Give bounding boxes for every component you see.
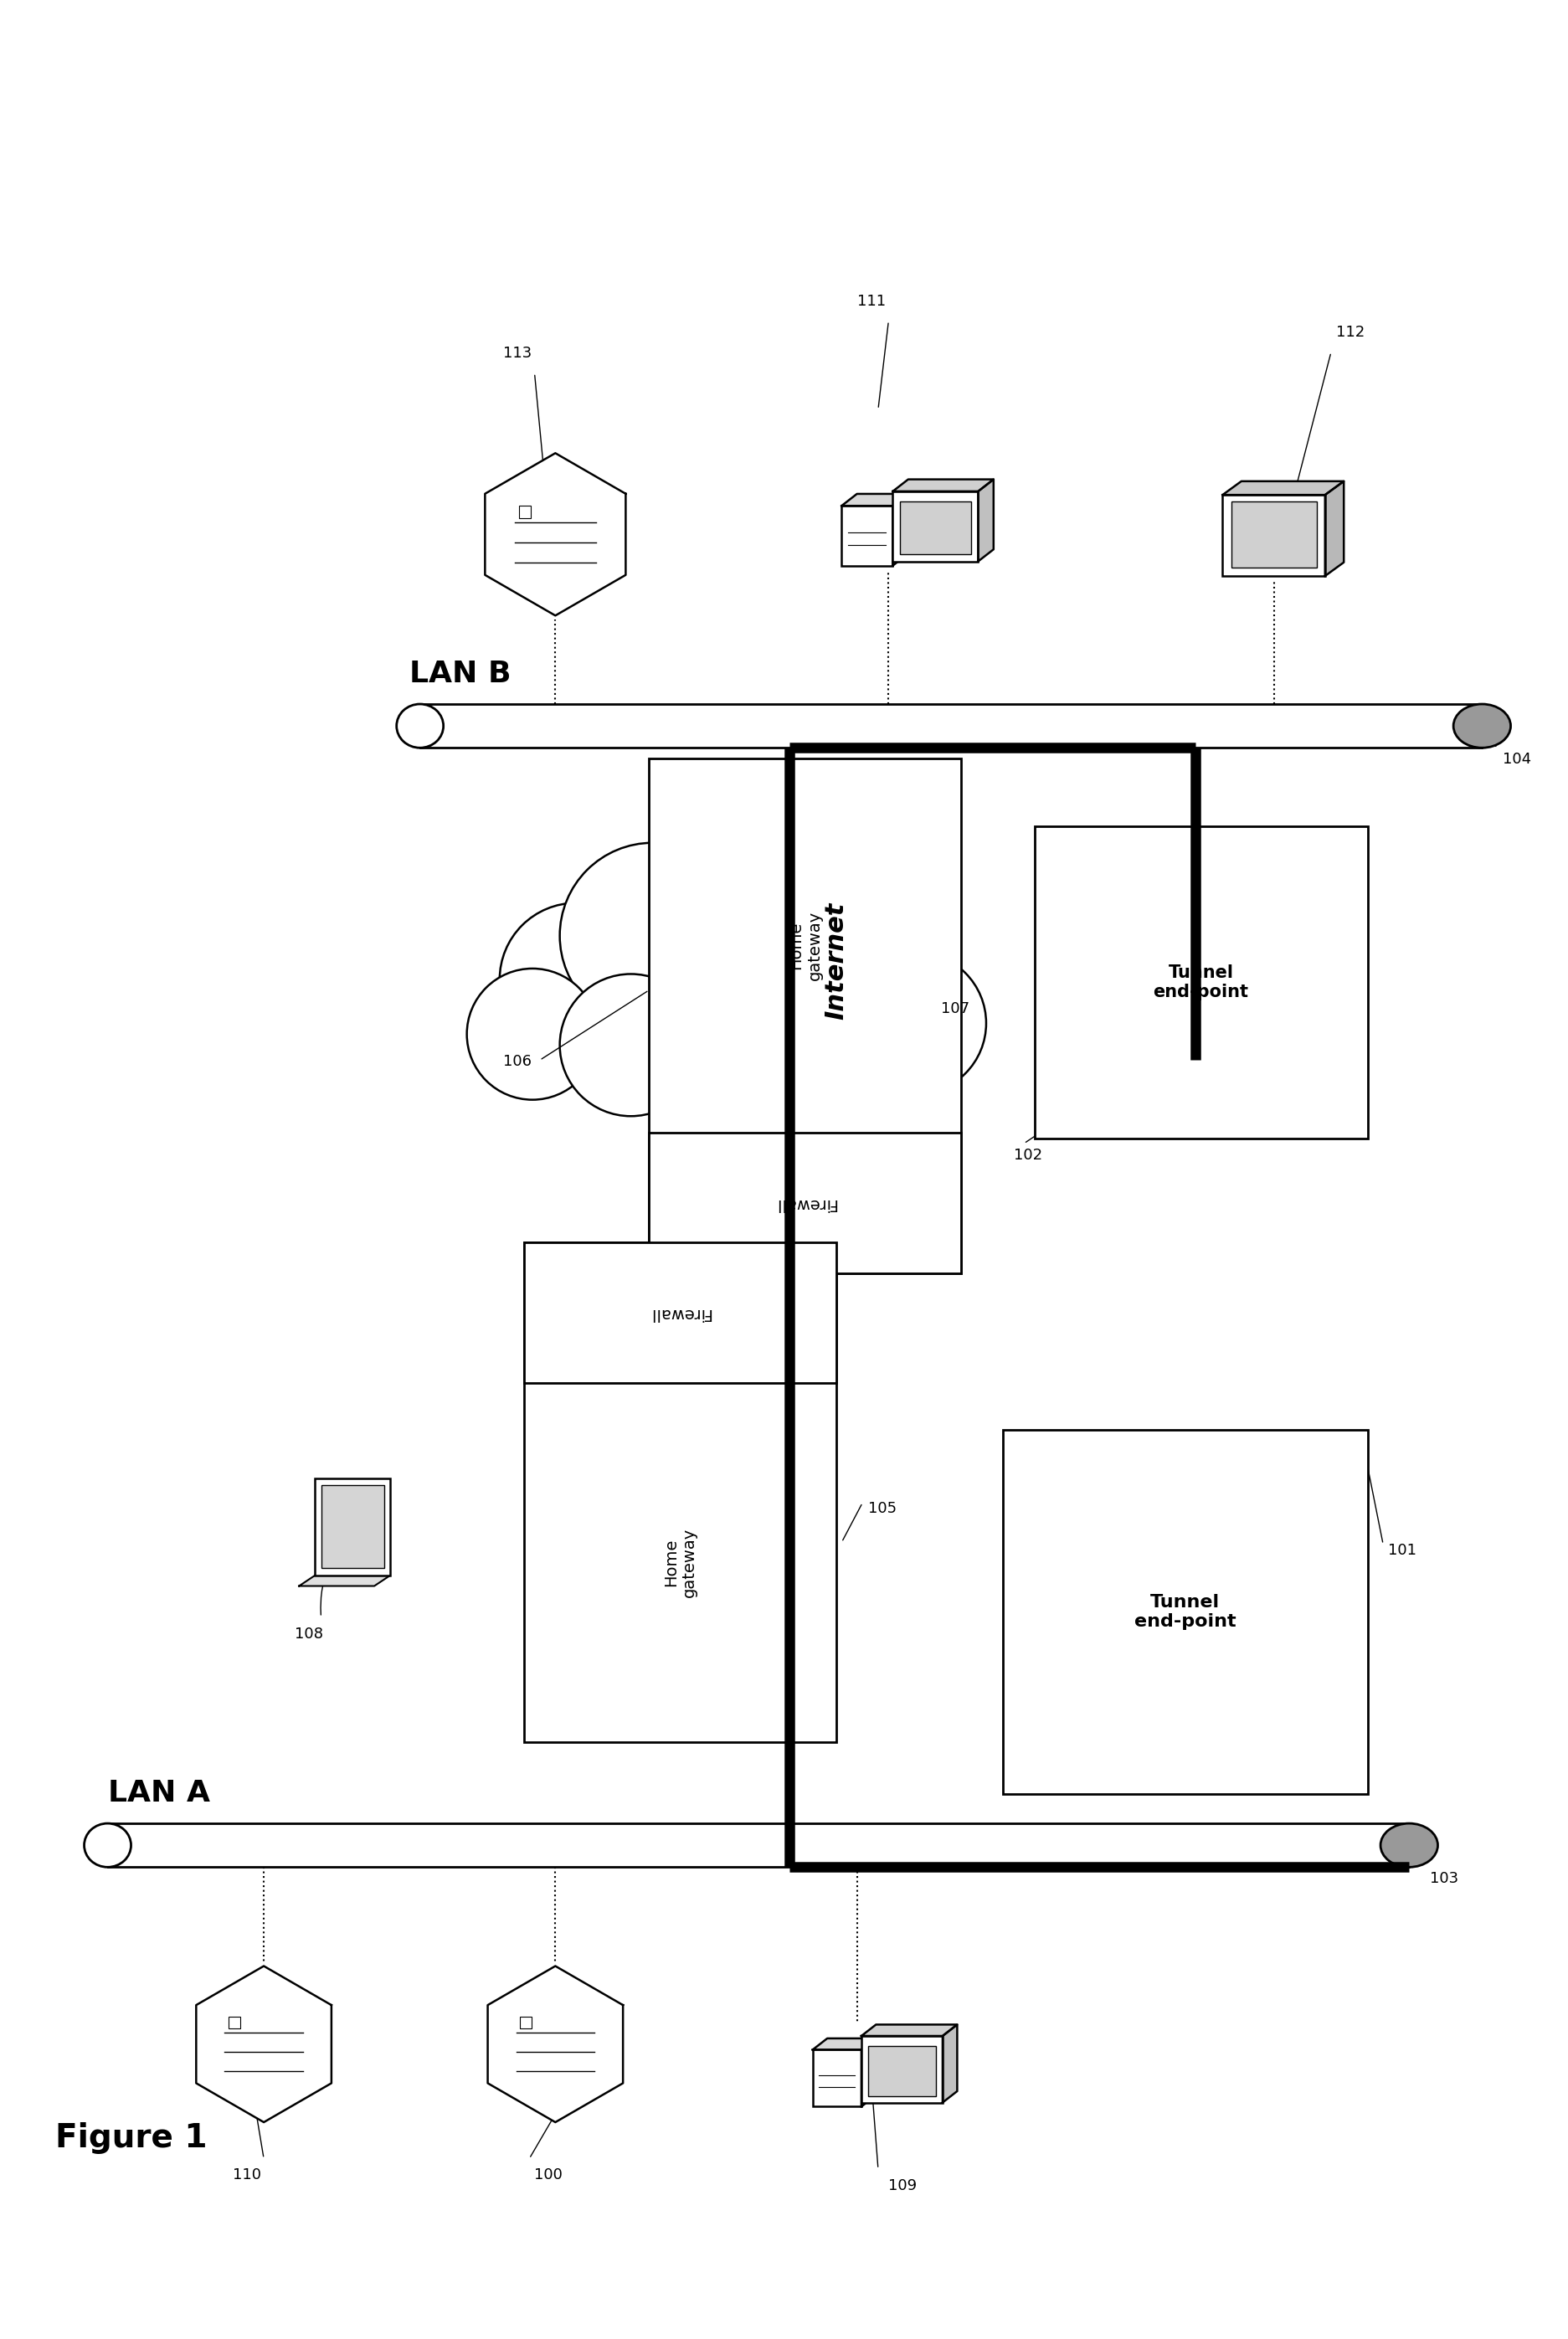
Polygon shape [942,2026,956,2103]
Circle shape [560,842,745,1029]
Bar [898,501,971,554]
Polygon shape [861,2026,956,2035]
Bar [229,2016,240,2028]
Bar [108,1824,1408,1867]
Text: 113: 113 [503,346,532,360]
Bar [840,505,892,566]
Bar [892,491,978,561]
Polygon shape [840,494,908,505]
Ellipse shape [1380,1824,1436,1867]
Bar [1002,1429,1367,1794]
Bar [420,704,1482,748]
Text: 102: 102 [1013,1148,1041,1162]
Text: LAN B: LAN B [409,660,511,688]
Ellipse shape [85,1824,132,1867]
Ellipse shape [1452,704,1510,748]
Circle shape [560,973,701,1116]
Polygon shape [1221,482,1344,496]
Circle shape [652,826,848,1022]
Text: Internet: Internet [823,903,848,1020]
Polygon shape [892,494,908,566]
Circle shape [467,968,597,1099]
Text: 111: 111 [856,295,886,309]
Bar [521,2016,532,2028]
Text: Firewall: Firewall [649,1305,710,1322]
Circle shape [762,985,892,1116]
Text: Firewall: Firewall [775,1195,836,1212]
Polygon shape [299,1576,390,1586]
Bar [524,1242,836,1382]
Text: Home
gateway: Home gateway [787,910,822,980]
Text: 108: 108 [295,1626,323,1642]
Bar [812,2049,861,2107]
Bar [321,1485,384,1567]
Text: 110: 110 [232,2168,260,2182]
Bar [867,2047,936,2096]
Text: LAN A: LAN A [108,1780,210,1808]
Bar [649,758,961,1275]
Bar [1033,826,1367,1139]
Bar [524,1242,836,1743]
Text: 105: 105 [867,1502,895,1516]
Bar [1221,496,1325,575]
Text: 107: 107 [941,1001,969,1017]
Circle shape [499,903,652,1055]
Polygon shape [812,2037,875,2049]
Text: Tunnel
end-point: Tunnel end-point [1152,964,1248,1001]
Text: 103: 103 [1428,1871,1458,1885]
Text: Home
gateway: Home gateway [663,1527,698,1598]
Text: 109: 109 [887,2178,917,2194]
Text: 106: 106 [503,1053,532,1069]
Text: Figure 1: Figure 1 [55,2121,207,2154]
Circle shape [767,875,931,1039]
Bar [519,505,530,519]
Circle shape [659,980,800,1123]
Polygon shape [861,2037,875,2107]
Text: Tunnel
end-point: Tunnel end-point [1134,1593,1236,1630]
Polygon shape [1325,482,1344,575]
Polygon shape [978,479,993,561]
Text: 112: 112 [1336,325,1364,339]
Polygon shape [196,1967,331,2121]
Bar [649,1132,961,1275]
Polygon shape [485,454,626,615]
Circle shape [844,952,986,1095]
Bar [861,2035,942,2103]
Polygon shape [488,1967,622,2121]
Text: 104: 104 [1502,751,1530,767]
Polygon shape [892,479,993,491]
Bar [1231,503,1316,568]
Ellipse shape [397,704,444,748]
Bar [315,1478,390,1576]
Text: 100: 100 [535,2168,563,2182]
Text: 101: 101 [1388,1544,1416,1558]
